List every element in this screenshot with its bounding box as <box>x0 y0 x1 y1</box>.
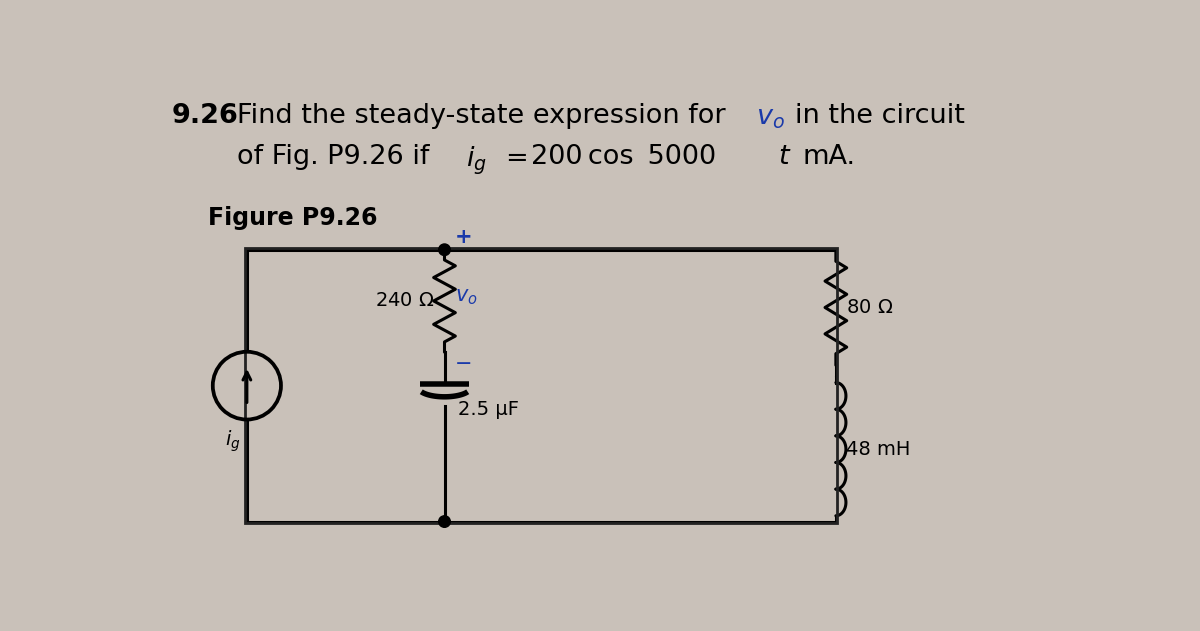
Text: of Fig. P9.26 if: of Fig. P9.26 if <box>236 144 430 170</box>
Text: Find the steady-state expression for: Find the steady-state expression for <box>236 103 726 129</box>
Text: $v_o$: $v_o$ <box>756 105 785 131</box>
Text: 9.26: 9.26 <box>172 103 239 129</box>
Text: mA.: mA. <box>803 144 856 170</box>
Bar <box>245 248 838 523</box>
Text: +: + <box>455 227 473 247</box>
Text: $v_o$: $v_o$ <box>455 287 478 307</box>
Text: 2.5 μF: 2.5 μF <box>458 401 520 420</box>
Text: $i_g$: $i_g$ <box>466 144 487 177</box>
Text: 80 $\Omega$: 80 $\Omega$ <box>846 298 893 317</box>
Text: in the circuit: in the circuit <box>794 103 965 129</box>
Text: 48 mH: 48 mH <box>846 440 911 459</box>
Circle shape <box>439 516 450 528</box>
Text: −: − <box>455 355 472 374</box>
Text: Figure P9.26: Figure P9.26 <box>208 206 378 230</box>
Text: $=$: $=$ <box>500 144 528 170</box>
Text: $t$: $t$ <box>778 144 791 170</box>
Circle shape <box>439 244 450 256</box>
Text: 200 cos  5000: 200 cos 5000 <box>532 144 716 170</box>
Text: 240 $\Omega$: 240 $\Omega$ <box>374 292 434 310</box>
Text: $i_g$: $i_g$ <box>226 429 241 454</box>
